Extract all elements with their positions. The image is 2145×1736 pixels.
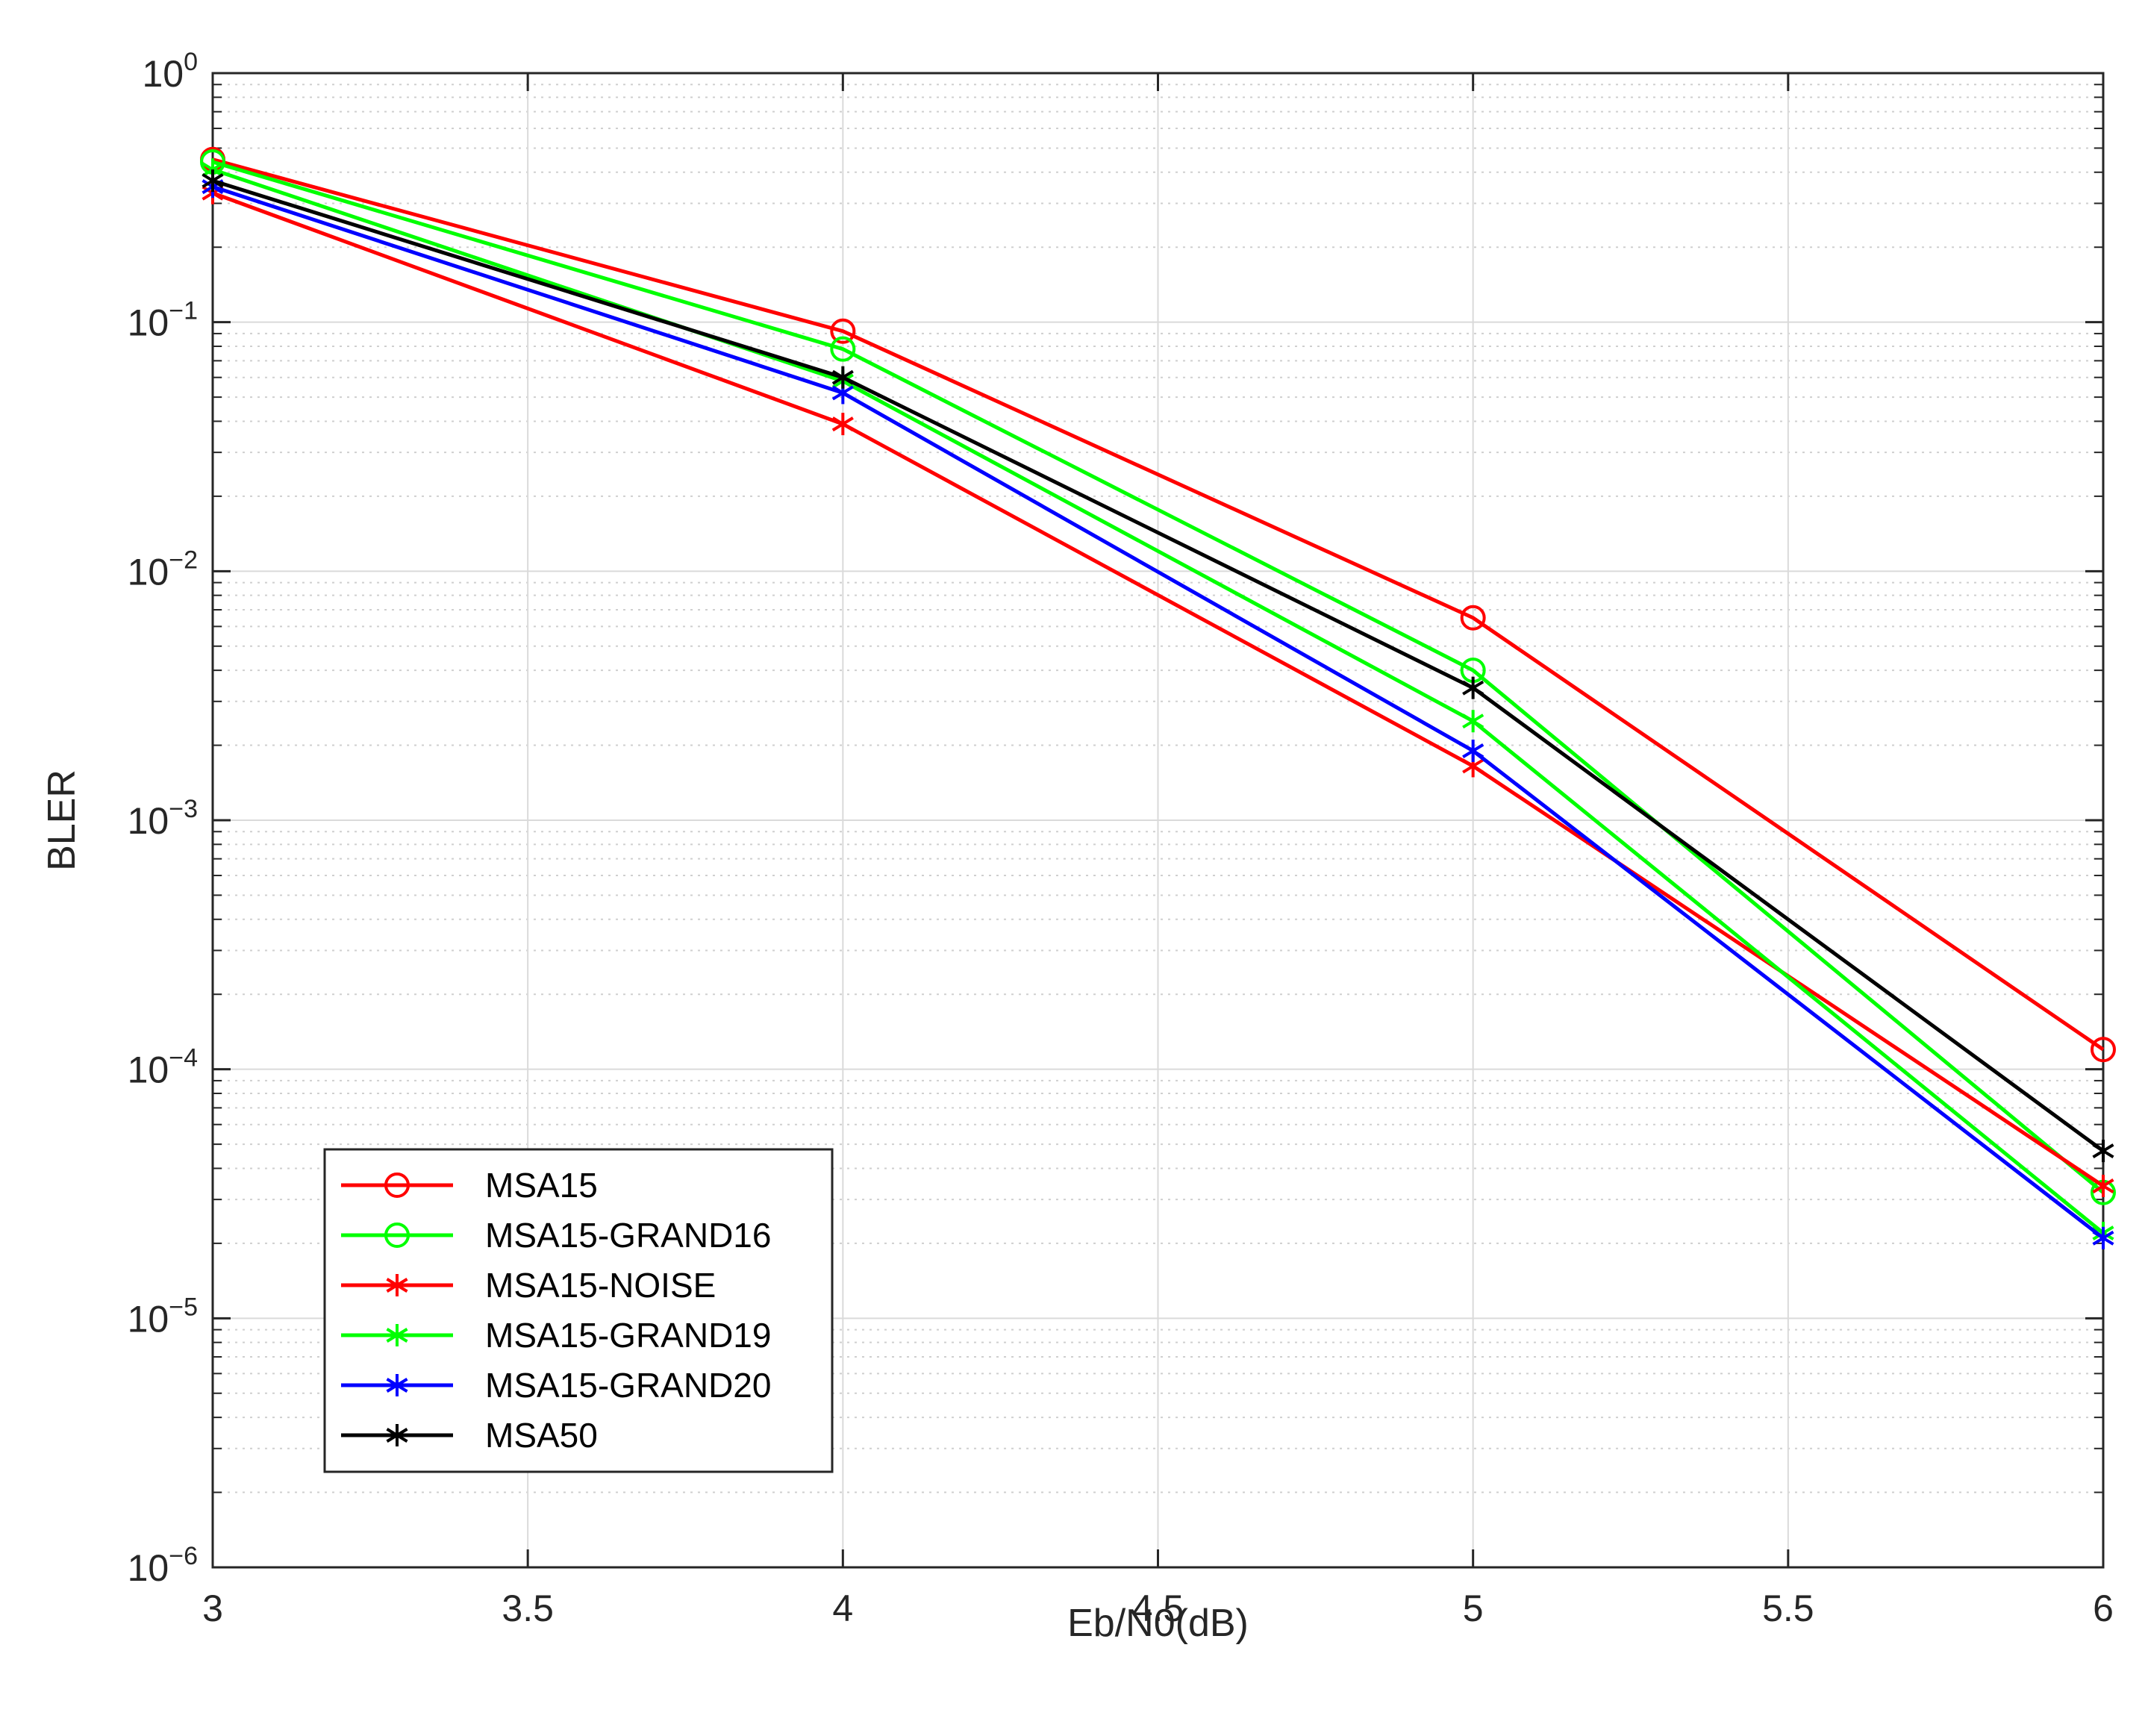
data-point-msa15-grand20 xyxy=(2092,1226,2114,1249)
legend-label: MSA15-GRAND19 xyxy=(485,1316,771,1355)
series-line-msa15-grand16 xyxy=(212,160,2105,1194)
y-tick-label: 10−5 xyxy=(128,1293,198,1340)
series-line-msa50 xyxy=(212,178,2105,1153)
x-tick-label: 5.5 xyxy=(1762,1587,1814,1629)
marker-stroke xyxy=(386,1328,408,1343)
series-line-msa15-grand19 xyxy=(212,167,2105,1235)
legend-box xyxy=(323,1148,834,1473)
marker-stroke xyxy=(831,369,854,385)
legend-label: MSA15-GRAND20 xyxy=(485,1366,771,1405)
data-point-msa15-noise xyxy=(2092,1174,2114,1197)
x-tick-label: 4.5 xyxy=(1132,1587,1184,1629)
data-point-msa15-grand20 xyxy=(1462,739,1484,762)
marker-stroke xyxy=(2092,1143,2114,1159)
data-point-msa50 xyxy=(202,169,224,193)
series-line-msa15-grand20 xyxy=(212,184,2105,1240)
legend-marker xyxy=(384,1173,410,1198)
x-tick-label: 3 xyxy=(202,1587,223,1629)
y-tick-label: 100 xyxy=(142,48,198,95)
marker-stroke xyxy=(1462,680,1484,696)
legend-entry-msa15-noise: MSA15-NOISE xyxy=(341,1266,716,1305)
marker-stroke xyxy=(202,173,224,189)
legend-entry-msa15-grand19: MSA15-GRAND19 xyxy=(341,1316,771,1355)
data-point-msa50 xyxy=(2092,1140,2114,1163)
marker-stroke xyxy=(1462,758,1484,774)
x-tick-label: 4 xyxy=(832,1587,853,1629)
marker-stroke xyxy=(831,416,854,432)
data-point-msa15-grand19 xyxy=(1462,710,1484,733)
marker-stroke xyxy=(831,385,854,401)
marker-stroke xyxy=(2092,1230,2114,1246)
y-tick-label: 10−2 xyxy=(128,546,198,593)
y-tick-label: 10−1 xyxy=(128,297,198,344)
legend-entry-msa50: MSA50 xyxy=(341,1416,598,1455)
series-msa15-grand19 xyxy=(202,158,2114,1245)
data-point-msa15 xyxy=(2091,1037,2116,1063)
ticks: 3 3.5 4 4.5 5 5.5 6 100 10−1 10−2 10−3 10−4 10−5 10−6 xyxy=(128,48,2114,1629)
marker-stroke xyxy=(386,1278,408,1293)
legend-label: MSA50 xyxy=(485,1416,598,1455)
data-point-msa50 xyxy=(831,366,854,389)
legend: MSA15 MSA15-GRAND16 MSA15-NOISE MSA15-GRAND… xyxy=(323,1148,834,1473)
legend-marker xyxy=(386,1274,408,1296)
x-axis-title: Eb/N0(dB) xyxy=(1067,1602,1249,1645)
legend-entry-msa15-grand20: MSA15-GRAND20 xyxy=(341,1366,771,1405)
x-tick-label: 6 xyxy=(2093,1587,2114,1629)
marker-stroke xyxy=(386,1428,408,1443)
y-axis-title: BLER xyxy=(40,769,84,871)
legend-marker xyxy=(386,1374,408,1396)
legend-marker xyxy=(386,1324,408,1346)
series-msa50 xyxy=(202,169,2114,1163)
legend-label: MSA15-GRAND16 xyxy=(485,1216,771,1255)
legend-marker xyxy=(384,1223,410,1248)
data-point-msa15-noise xyxy=(831,413,854,436)
series-msa15-grand16 xyxy=(200,149,2116,1205)
marker-stroke xyxy=(1462,743,1484,758)
marker-stroke xyxy=(386,1378,408,1393)
marker-stroke xyxy=(1462,714,1484,729)
marker-stroke xyxy=(2092,1178,2114,1193)
legend-label: MSA15 xyxy=(485,1166,598,1205)
y-tick-label: 10−6 xyxy=(128,1542,198,1589)
x-tick-label: 5 xyxy=(1463,1587,1484,1629)
legend-entry-msa15: MSA15 xyxy=(341,1166,598,1205)
y-tick-label: 10−3 xyxy=(128,795,198,842)
legend-label: MSA15-NOISE xyxy=(485,1266,716,1305)
y-tick-label: 10−4 xyxy=(128,1044,198,1091)
data-point-msa15-grand16 xyxy=(830,336,856,362)
data-point-msa15 xyxy=(830,318,856,344)
legend-entry-msa15-grand16: MSA15-GRAND16 xyxy=(341,1216,771,1255)
x-tick-label: 3.5 xyxy=(502,1587,554,1629)
data-point-msa50 xyxy=(1462,676,1484,699)
series-line-msa15 xyxy=(212,157,2105,1052)
series-layer xyxy=(200,146,2116,1249)
data-point-msa15 xyxy=(1460,605,1486,631)
legend-marker xyxy=(386,1424,408,1446)
